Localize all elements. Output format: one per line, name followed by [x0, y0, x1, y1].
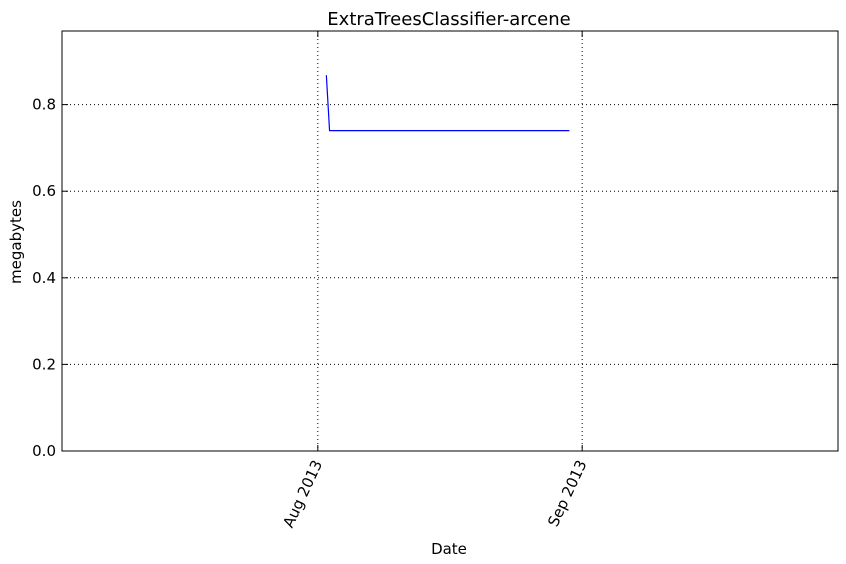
y-tick-label: 0.4: [32, 269, 56, 287]
y-tick-label: 0.2: [32, 355, 56, 373]
series-layer: [325, 75, 570, 132]
y-axis-label: megabytes: [7, 200, 25, 284]
y-tick-label: 0.8: [32, 96, 56, 114]
plot-frame: [61, 30, 839, 452]
y-tick-label: 0.0: [32, 442, 56, 460]
series-line: [325, 75, 570, 132]
y-tick-label: 0.6: [32, 182, 56, 200]
x-axis-label: Date: [431, 540, 467, 558]
chart-title: ExtraTreesClassifier-arcene: [327, 9, 570, 30]
gridlines: [62, 31, 838, 451]
